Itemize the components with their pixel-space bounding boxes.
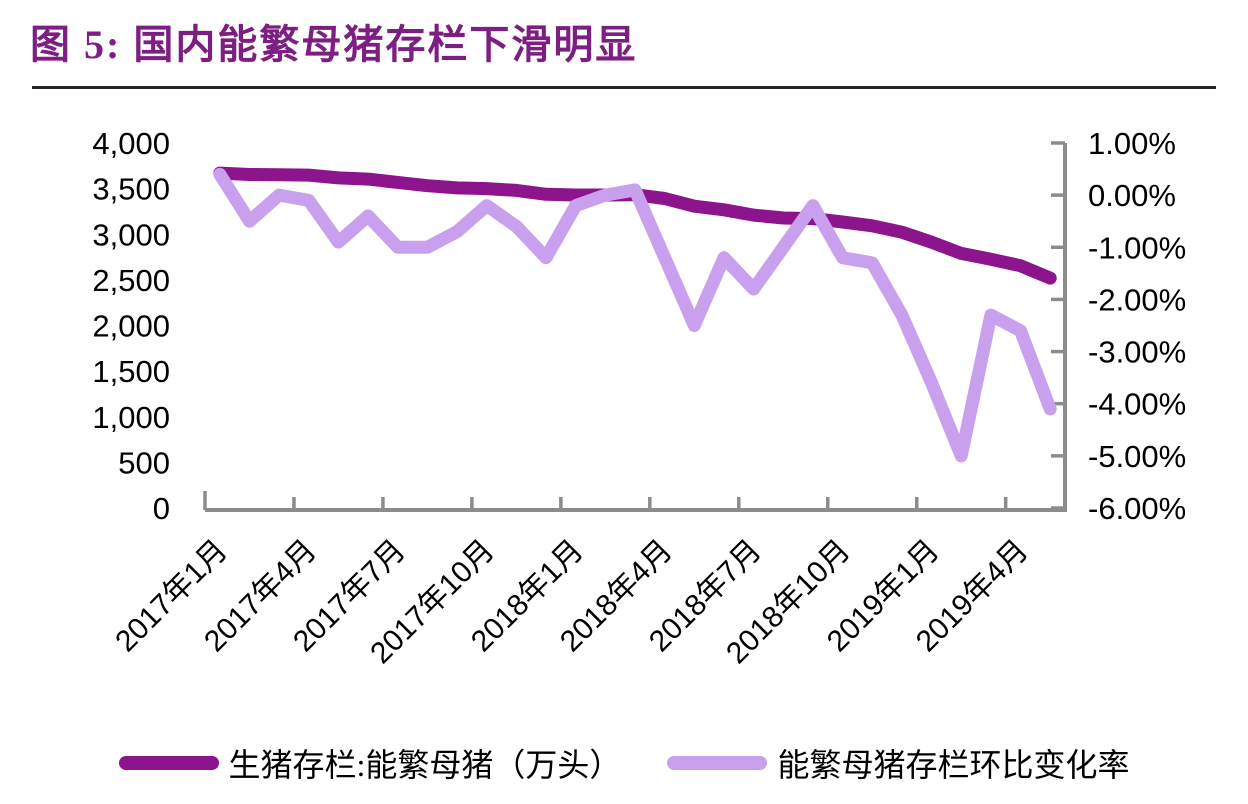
svg-text:3,500: 3,500 [92,172,170,207]
chart-legend: 生猪存栏:能繁母猪（万头） 能繁母猪存栏环比变化率 [0,740,1248,786]
legend-swatch-rate [667,756,768,770]
svg-text:-4.00%: -4.00% [1088,387,1186,422]
svg-text:0.00%: 0.00% [1088,178,1176,213]
axes [205,143,1067,512]
svg-text:-5.00%: -5.00% [1088,439,1186,474]
svg-text:0: 0 [153,491,170,526]
left-axis-labels: 4,000 3,500 3,000 2,500 2,000 1,500 1,000 500 0 [92,126,170,526]
rate-line [213,167,1057,463]
x-axis-labels: 2017年1月2017年4月2017年7月2017年10月2018年1月2018… [109,534,1034,671]
legend-label-rate: 能繁母猪存栏环比变化率 [777,747,1130,783]
title-underline [32,86,1216,89]
svg-text:1,500: 1,500 [92,354,170,389]
svg-text:3,000: 3,000 [92,217,170,252]
svg-text:1.00%: 1.00% [1088,126,1176,161]
svg-text:500: 500 [118,445,170,480]
svg-text:-3.00%: -3.00% [1088,335,1186,370]
svg-text:2,500: 2,500 [92,263,170,298]
svg-text:-6.00%: -6.00% [1088,491,1186,526]
right-axis-labels: 1.00% 0.00% -1.00% -2.00% -3.00% -4.00% -5.00%… [1088,126,1186,526]
svg-text:2,000: 2,000 [92,309,170,344]
svg-text:-2.00%: -2.00% [1088,282,1186,317]
x-axis-ticks [203,491,1008,510]
right-axis-ticks [1051,141,1065,510]
legend-label-inventory: 生猪存栏:能繁母猪（万头） [228,747,622,783]
svg-text:-1.00%: -1.00% [1088,230,1186,265]
legend-swatch-inventory [118,756,219,770]
svg-text:4,000: 4,000 [92,126,170,161]
figure-title: 图 5: 国内能繁母猪存栏下滑明显 [30,22,638,67]
svg-text:1,000: 1,000 [92,400,170,435]
